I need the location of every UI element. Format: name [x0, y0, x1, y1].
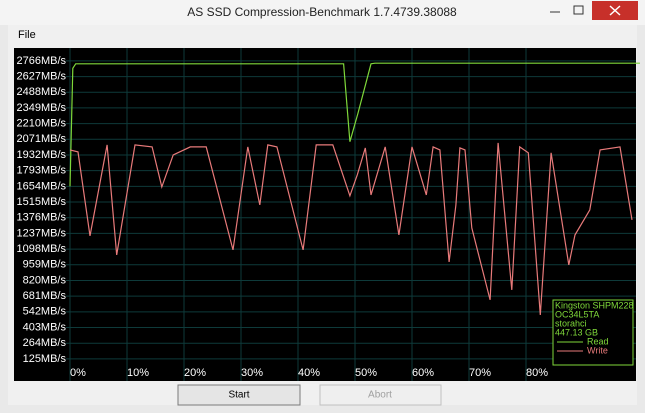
y-tick-label: 2071MB/s: [16, 133, 66, 145]
y-tick-label: 2210MB/s: [16, 118, 66, 130]
x-tick-label: 10%: [127, 367, 149, 379]
y-tick-label: 2488MB/s: [16, 86, 66, 98]
device-info: Kingston SHPM228: [555, 300, 634, 310]
y-tick-label: 1237MB/s: [16, 227, 66, 239]
x-tick-label: 80%: [526, 367, 548, 379]
x-tick-label: 50%: [355, 367, 377, 379]
plot: 125MB/s 264MB/s 403MB/s 542MB/s 681MB/s 820MB…: [16, 48, 640, 381]
x-tick-label: 0%: [70, 367, 86, 379]
series-line: [69, 62, 640, 187]
y-tick-label: 1515MB/s: [16, 196, 66, 208]
y-tick-label: 542MB/s: [23, 306, 67, 318]
y-tick-label: 1654MB/s: [16, 180, 66, 192]
device-info: OC34L5TA: [555, 309, 599, 319]
close-icon: [609, 5, 621, 16]
title-bar: [0, 0, 645, 25]
start-label: Start: [228, 390, 249, 401]
y-tick-label: 959MB/s: [23, 259, 67, 271]
y-tick-label: 1932MB/s: [16, 149, 66, 161]
legend-label: Read: [587, 336, 609, 346]
maximize-icon: [573, 5, 584, 15]
series-line: [69, 142, 633, 315]
abort-label: Abort: [368, 390, 392, 401]
x-tick-label: 40%: [298, 367, 320, 379]
y-tick-label: 264MB/s: [23, 337, 67, 349]
device-info: storahci: [555, 318, 587, 328]
y-tick-label: 403MB/s: [23, 321, 67, 333]
legend-box: [552, 299, 634, 366]
legend-label: Write: [587, 345, 608, 355]
y-tick-label: 2766MB/s: [16, 55, 66, 67]
y-tick-label: 125MB/s: [23, 353, 67, 365]
start-button[interactable]: [177, 384, 301, 406]
y-tick-label: 2349MB/s: [16, 102, 66, 114]
x-tick-label: 30%: [241, 367, 263, 379]
y-tick-label: 1793MB/s: [16, 165, 66, 177]
window-title: AS SSD Compression-Benchmark 1.7.4739.38…: [187, 5, 457, 19]
y-tick-label: 681MB/s: [23, 290, 67, 302]
x-tick-label: 20%: [184, 367, 206, 379]
y-tick-label: 1098MB/s: [16, 243, 66, 255]
x-tick-label: 70%: [469, 367, 491, 379]
y-tick-label: 820MB/s: [23, 274, 67, 286]
plot-area: [14, 48, 636, 381]
y-tick-label: 1376MB/s: [16, 212, 66, 224]
x-tick-label: 60%: [412, 367, 434, 379]
device-info: 447.13 GB: [555, 327, 598, 337]
abort-button: [319, 384, 442, 406]
menu-file[interactable]: File: [18, 29, 36, 41]
y-tick-label: 2627MB/s: [16, 70, 66, 82]
